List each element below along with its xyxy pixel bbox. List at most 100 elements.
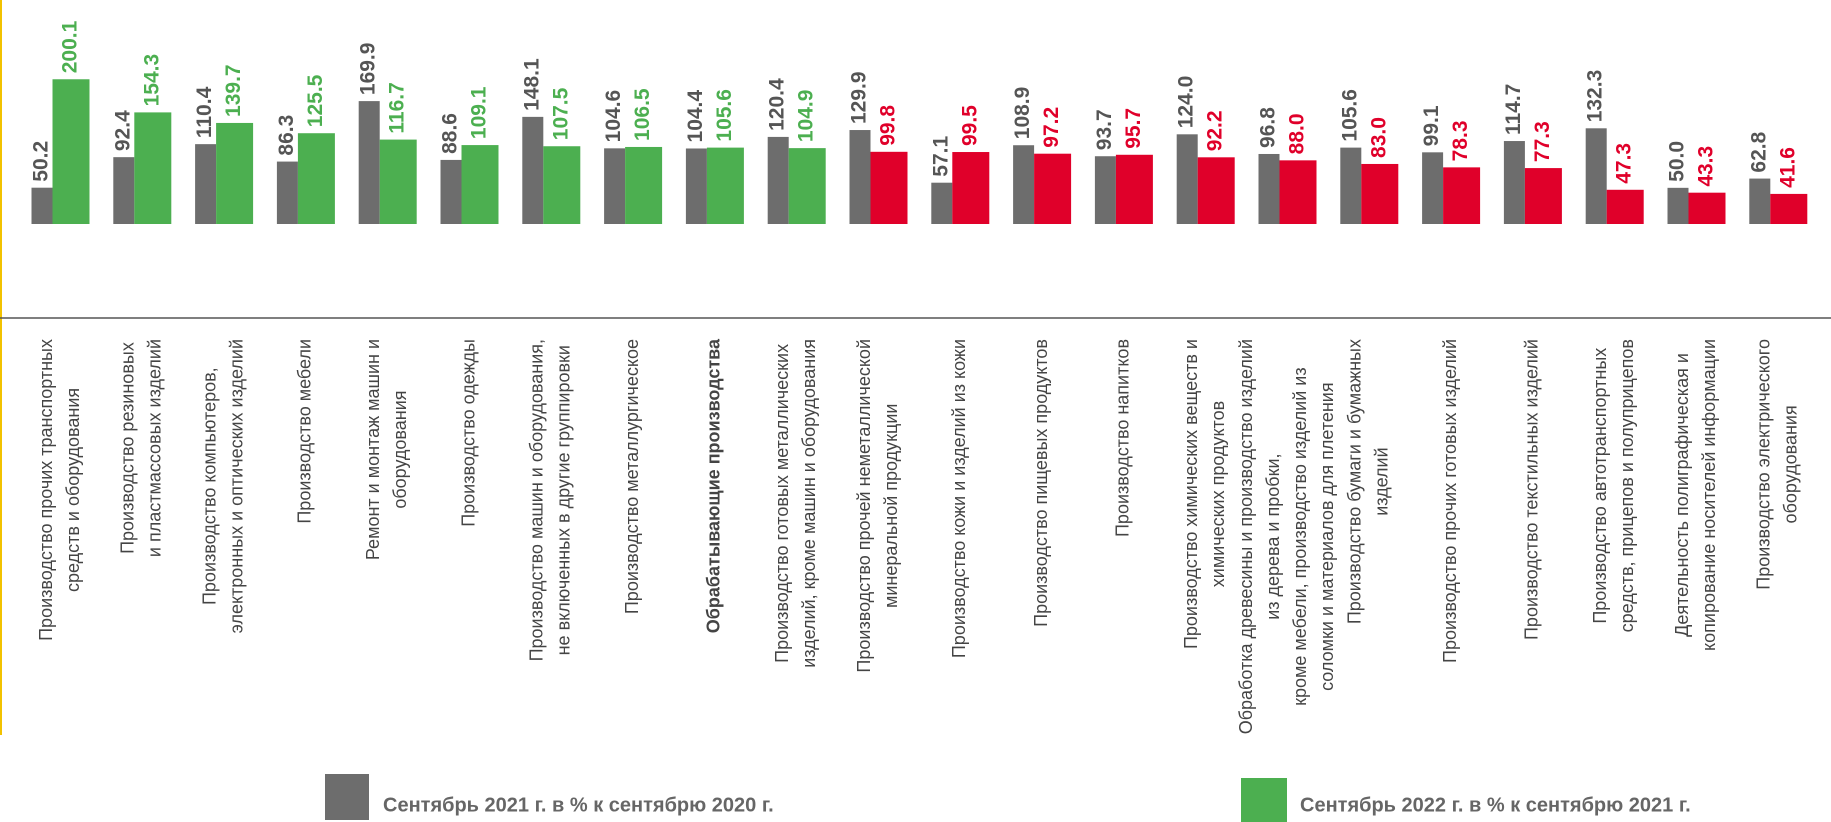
category-label: Производство резиновых xyxy=(118,342,138,554)
bar xyxy=(216,122,254,224)
category-label: Производство бумаги и бумажных xyxy=(1345,339,1365,624)
value-label: 124.0 xyxy=(1175,76,1198,129)
value-label: 125.5 xyxy=(304,74,327,127)
category-label: химических продуктов xyxy=(1208,401,1228,587)
value-label: 97.2 xyxy=(1040,107,1063,148)
value-label: 200.1 xyxy=(59,20,82,73)
value-label: 129.9 xyxy=(848,71,871,124)
value-label: 104.6 xyxy=(602,90,625,143)
bar xyxy=(1606,189,1644,224)
bar xyxy=(931,182,953,224)
category-label: изделий xyxy=(1372,447,1392,515)
bar xyxy=(1524,168,1562,224)
category-label: оборудования xyxy=(1781,405,1801,523)
bar xyxy=(625,146,663,224)
bar xyxy=(1258,153,1280,224)
value-label: 139.7 xyxy=(222,64,245,117)
bar xyxy=(1667,187,1689,224)
bar xyxy=(522,116,544,224)
category-label: копирование носителей информации xyxy=(1699,339,1719,651)
value-label: 99.5 xyxy=(958,105,981,146)
bar xyxy=(195,144,217,224)
category-label: Производство металлургическое xyxy=(622,339,642,614)
bar xyxy=(788,148,826,224)
value-label: 50.0 xyxy=(1666,141,1689,182)
bar xyxy=(1176,134,1198,224)
bar xyxy=(1770,193,1808,224)
bar xyxy=(31,187,53,224)
value-label: 99.8 xyxy=(877,105,900,146)
value-label: 43.3 xyxy=(1695,146,1718,187)
bar xyxy=(1115,154,1153,224)
category-label: Производство машин и оборудования, xyxy=(527,339,547,661)
bar xyxy=(1340,147,1362,224)
category-label: Деятельность полиграфическая и xyxy=(1672,353,1692,637)
bar xyxy=(1094,156,1116,224)
value-label: 50.2 xyxy=(30,141,53,182)
value-label: 116.7 xyxy=(386,82,409,133)
category-label: Производство химических веществ и xyxy=(1181,339,1201,649)
value-label: 83.0 xyxy=(1367,117,1390,158)
legend-swatch xyxy=(325,774,369,820)
category-label: средств, прицепов и полуприцепов xyxy=(1617,339,1637,632)
value-label: 92.2 xyxy=(1204,110,1227,151)
category-label: из дерева и пробки, xyxy=(1263,454,1283,620)
value-label: 120.4 xyxy=(766,78,789,131)
category-label: Производство текстильных изделий xyxy=(1522,339,1542,640)
value-label: 78.3 xyxy=(1449,120,1472,161)
bar xyxy=(706,147,744,224)
value-label: 109.1 xyxy=(468,86,491,139)
category-label: и пластмассовых изделий xyxy=(145,339,165,557)
category-label: Производство электрического xyxy=(1754,339,1774,590)
bar xyxy=(543,146,581,224)
category-label: не включенных в другие группировки xyxy=(554,345,574,655)
category-label: Обрабатывающие производства xyxy=(704,338,724,633)
bar xyxy=(379,139,417,224)
value-label: 41.6 xyxy=(1776,147,1799,188)
bar xyxy=(297,133,335,224)
bar xyxy=(870,151,908,224)
category-label: Производство мебели xyxy=(295,339,315,524)
category-label: изделий, кроме машин и оборудования xyxy=(799,339,819,668)
bar xyxy=(767,136,789,224)
value-label: 62.8 xyxy=(1747,131,1770,172)
bar xyxy=(1443,167,1481,224)
value-label: 92.4 xyxy=(111,110,134,151)
bar xyxy=(849,130,871,224)
value-label: 104.4 xyxy=(684,90,707,143)
value-label: 148.1 xyxy=(520,58,543,111)
bar xyxy=(1034,153,1072,224)
bar xyxy=(1688,192,1726,224)
bar xyxy=(52,79,90,224)
bar xyxy=(276,161,298,224)
category-label: Производство автотранспортных xyxy=(1590,348,1610,624)
category-label: соломки и материалов для плетения xyxy=(1317,382,1337,691)
value-label: 47.3 xyxy=(1613,143,1636,184)
category-label: Производство компьютеров, xyxy=(199,367,219,605)
bar xyxy=(1749,178,1771,224)
category-label: Производство пищевых продуктов xyxy=(1031,339,1051,627)
bar xyxy=(685,148,707,224)
category-label: Производство прочих транспортных xyxy=(36,339,56,641)
value-label: 104.9 xyxy=(795,90,818,143)
bar xyxy=(461,145,499,224)
value-label: 169.9 xyxy=(357,43,380,96)
value-label: 105.6 xyxy=(1338,89,1361,142)
bar xyxy=(1279,160,1317,224)
category-label: Производство кожи и изделий из кожи xyxy=(949,339,969,658)
category-label: Производство прочей неметаллической xyxy=(854,339,874,673)
value-label: 132.3 xyxy=(1584,70,1607,123)
value-label: 86.3 xyxy=(275,115,298,156)
value-label: 99.1 xyxy=(1420,105,1443,146)
bar xyxy=(1585,128,1607,224)
bar xyxy=(604,148,626,224)
category-label: Производство готовых металлических xyxy=(772,344,792,663)
legend-swatch xyxy=(1241,778,1287,822)
category-label: Производство напитков xyxy=(1113,339,1133,537)
value-label: 88.0 xyxy=(1286,113,1309,154)
category-label: кроме мебели, производство изделий из xyxy=(1290,367,1310,705)
category-label: Производство одежды xyxy=(458,339,478,527)
value-label: 110.4 xyxy=(193,86,216,138)
legend-label: Сентябрь 2021 г. в % к сентябрю 2020 г. xyxy=(383,794,774,816)
